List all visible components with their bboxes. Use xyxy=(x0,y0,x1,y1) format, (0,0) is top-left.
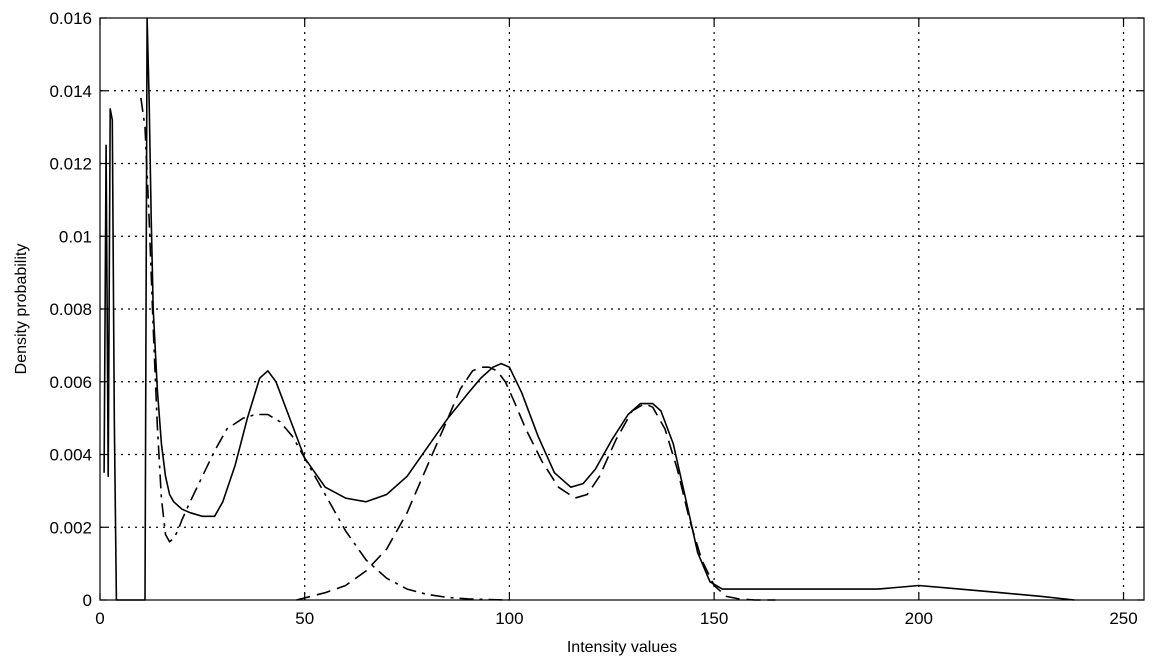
series-lines xyxy=(103,17,1075,601)
y-tick-label: 0.008 xyxy=(49,300,92,319)
y-tick-label: 0.006 xyxy=(49,373,92,392)
x-axis-label: Intensity values xyxy=(567,639,677,656)
axis-ticks: 0 50 100 150 200 250 0 0.002 0.004 0.006 0.008 0.01… xyxy=(49,9,1144,628)
y-tick-label: 0.01 xyxy=(59,227,92,246)
y-tick-label: 0.012 xyxy=(49,155,92,174)
y-tick-label: 0.016 xyxy=(49,9,92,28)
y-tick-label: 0.004 xyxy=(49,446,92,465)
x-tick-label: 0 xyxy=(95,609,104,628)
x-tick-label: 250 xyxy=(1109,609,1137,628)
y-axis-label: Density probability xyxy=(13,244,30,375)
x-tick-label: 200 xyxy=(905,609,933,628)
x-tick-label: 50 xyxy=(295,609,314,628)
series-line-dashed xyxy=(296,366,776,601)
grid xyxy=(100,18,1144,600)
y-tick-label: 0.014 xyxy=(49,82,92,101)
y-tick-label: 0 xyxy=(83,591,92,610)
plot-area-frame xyxy=(99,17,1145,601)
x-tick-label: 100 xyxy=(495,609,523,628)
series-line-solid xyxy=(103,17,1075,601)
series-line-dashdot xyxy=(140,97,510,601)
y-tick-label: 0.002 xyxy=(49,518,92,537)
x-tick-label: 150 xyxy=(700,609,728,628)
